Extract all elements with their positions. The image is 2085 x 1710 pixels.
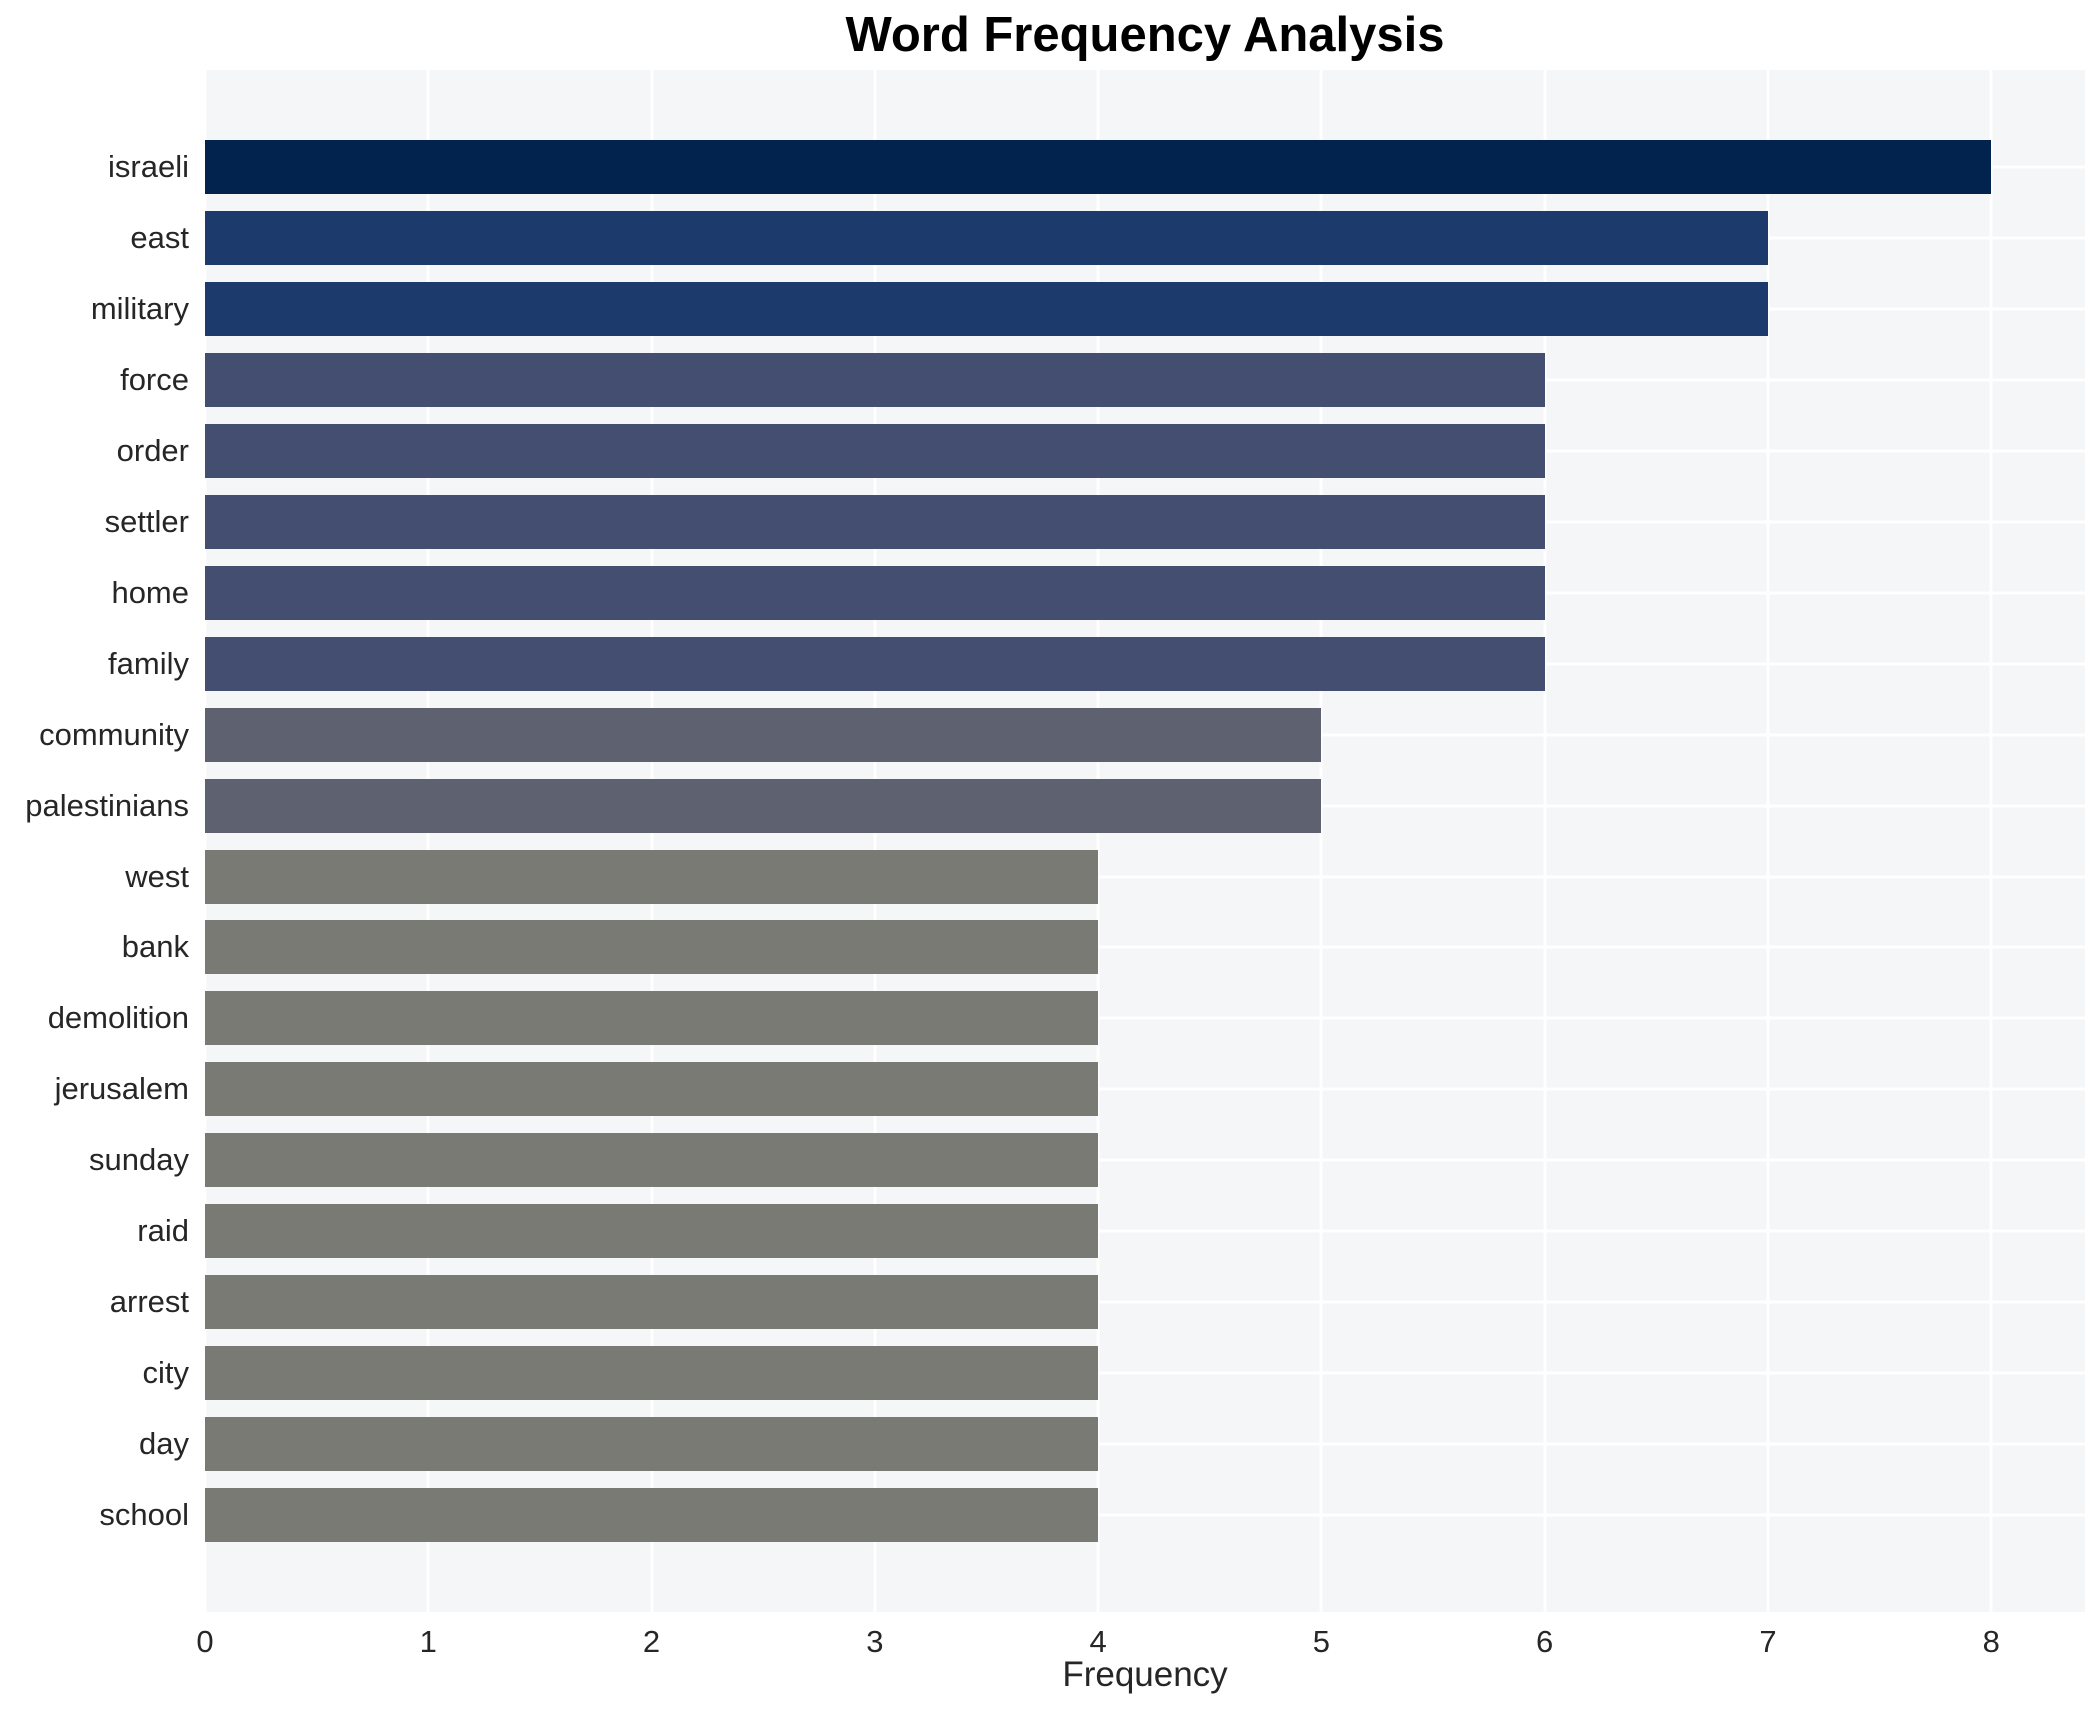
bar-force (205, 353, 1545, 408)
x-axis-label: Frequency (1062, 1655, 1228, 1694)
horizontal-gridline (205, 1513, 2085, 1517)
bar-demolition (205, 991, 1099, 1046)
horizontal-gridline (205, 1016, 2085, 1020)
y-tick-label-raid: raid (137, 1213, 189, 1249)
chart-title: Word Frequency Analysis (845, 8, 1445, 62)
horizontal-gridline (205, 875, 2085, 879)
bar-order (205, 424, 1545, 479)
x-tick-label-8: 8 (1982, 1624, 2000, 1659)
y-tick-label-arrest: arrest (109, 1283, 189, 1319)
y-tick-label-family: family (108, 645, 189, 681)
vertical-gridline-0 (203, 70, 207, 1612)
bar-row-bank (205, 912, 2085, 983)
bar-row-military (205, 274, 2085, 345)
vertical-gridline-4 (1096, 70, 1100, 1612)
bar-row-arrest (205, 1267, 2085, 1338)
bar-row-family (205, 628, 2085, 699)
bar-palestinians (205, 778, 1322, 833)
x-tick-label-4: 4 (1089, 1624, 1107, 1659)
y-tick-label-day: day (139, 1425, 189, 1461)
y-tick-label-demolition: demolition (47, 1000, 189, 1036)
bar-row-school (205, 1479, 2085, 1550)
bar-raid (205, 1204, 1099, 1259)
horizontal-gridline (205, 1300, 2085, 1304)
bar-jerusalem (205, 1062, 1099, 1117)
x-tick-label-1: 1 (419, 1624, 437, 1659)
bar-military (205, 282, 1768, 337)
y-tick-label-jerusalem: jerusalem (54, 1071, 189, 1107)
bar-row-east (205, 203, 2085, 274)
x-tick-label-0: 0 (196, 1624, 214, 1659)
y-tick-label-bank: bank (121, 929, 189, 965)
vertical-gridline-7 (1766, 70, 1770, 1612)
x-tick-label-7: 7 (1759, 1624, 1777, 1659)
bar-family (205, 636, 1545, 691)
y-tick-label-sunday: sunday (89, 1142, 189, 1178)
x-tick-label-3: 3 (866, 1624, 884, 1659)
y-tick-label-city: city (142, 1354, 190, 1390)
horizontal-gridline (205, 945, 2085, 949)
x-tick-label-5: 5 (1312, 1624, 1330, 1659)
x-tick-label-6: 6 (1536, 1624, 1554, 1659)
y-axis-labels: israeli east military force order settler home… (0, 70, 205, 1612)
bar-city (205, 1345, 1099, 1400)
bar-school (205, 1487, 1099, 1542)
bar-home (205, 565, 1545, 620)
y-tick-label-order: order (116, 433, 189, 469)
bar-row-settler (205, 487, 2085, 558)
bar-row-sunday (205, 1125, 2085, 1196)
x-tick-label-2: 2 (642, 1624, 661, 1659)
y-tick-label-settler: settler (104, 503, 189, 539)
vertical-gridline-1 (426, 70, 430, 1612)
bar-east (205, 211, 1768, 266)
bar-row-raid (205, 1196, 2085, 1267)
vertical-gridline-2 (650, 70, 654, 1612)
vertical-gridline-6 (1543, 70, 1547, 1612)
plot-area (203, 70, 2085, 1612)
horizontal-gridline (205, 1229, 2085, 1233)
bar-west (205, 849, 1099, 904)
horizontal-gridline (205, 1087, 2085, 1091)
vertical-gridline-3 (873, 70, 877, 1612)
horizontal-gridline (205, 1371, 2085, 1375)
y-tick-label-israeli: israeli (108, 149, 189, 185)
bar-row-city (205, 1337, 2085, 1408)
bar-row-community (205, 699, 2085, 770)
y-tick-label-west: west (125, 858, 189, 894)
vertical-gridline-8 (1989, 70, 1993, 1612)
bar-row-palestinians (205, 770, 2085, 841)
bar-row-force (205, 345, 2085, 416)
y-tick-label-community: community (39, 716, 189, 752)
horizontal-gridline (205, 1158, 2085, 1162)
bar-row-israeli (205, 132, 2085, 203)
bar-day (205, 1416, 1099, 1471)
bar-arrest (205, 1274, 1099, 1329)
bar-rows (205, 132, 2085, 1550)
horizontal-gridline (205, 1442, 2085, 1446)
bar-row-demolition (205, 983, 2085, 1054)
y-tick-label-home: home (111, 574, 189, 610)
bar-row-order (205, 416, 2085, 487)
bar-bank (205, 920, 1099, 975)
y-tick-label-military: military (90, 291, 189, 327)
vertical-gridline-5 (1319, 70, 1323, 1612)
bar-sunday (205, 1133, 1099, 1188)
bar-settler (205, 494, 1545, 549)
y-tick-label-force: force (120, 362, 189, 398)
bar-community (205, 707, 1322, 762)
bar-israeli (205, 140, 1992, 195)
bar-row-jerusalem (205, 1054, 2085, 1125)
y-tick-label-palestinians: palestinians (25, 787, 189, 823)
y-tick-label-school: school (99, 1496, 189, 1532)
bar-row-west (205, 841, 2085, 912)
x-axis-ticks: 0 1 2 3 4 5 6 7 8 (196, 1612, 2085, 1668)
y-tick-label-east: east (130, 220, 189, 256)
bar-row-day (205, 1408, 2085, 1479)
bar-row-home (205, 557, 2085, 628)
